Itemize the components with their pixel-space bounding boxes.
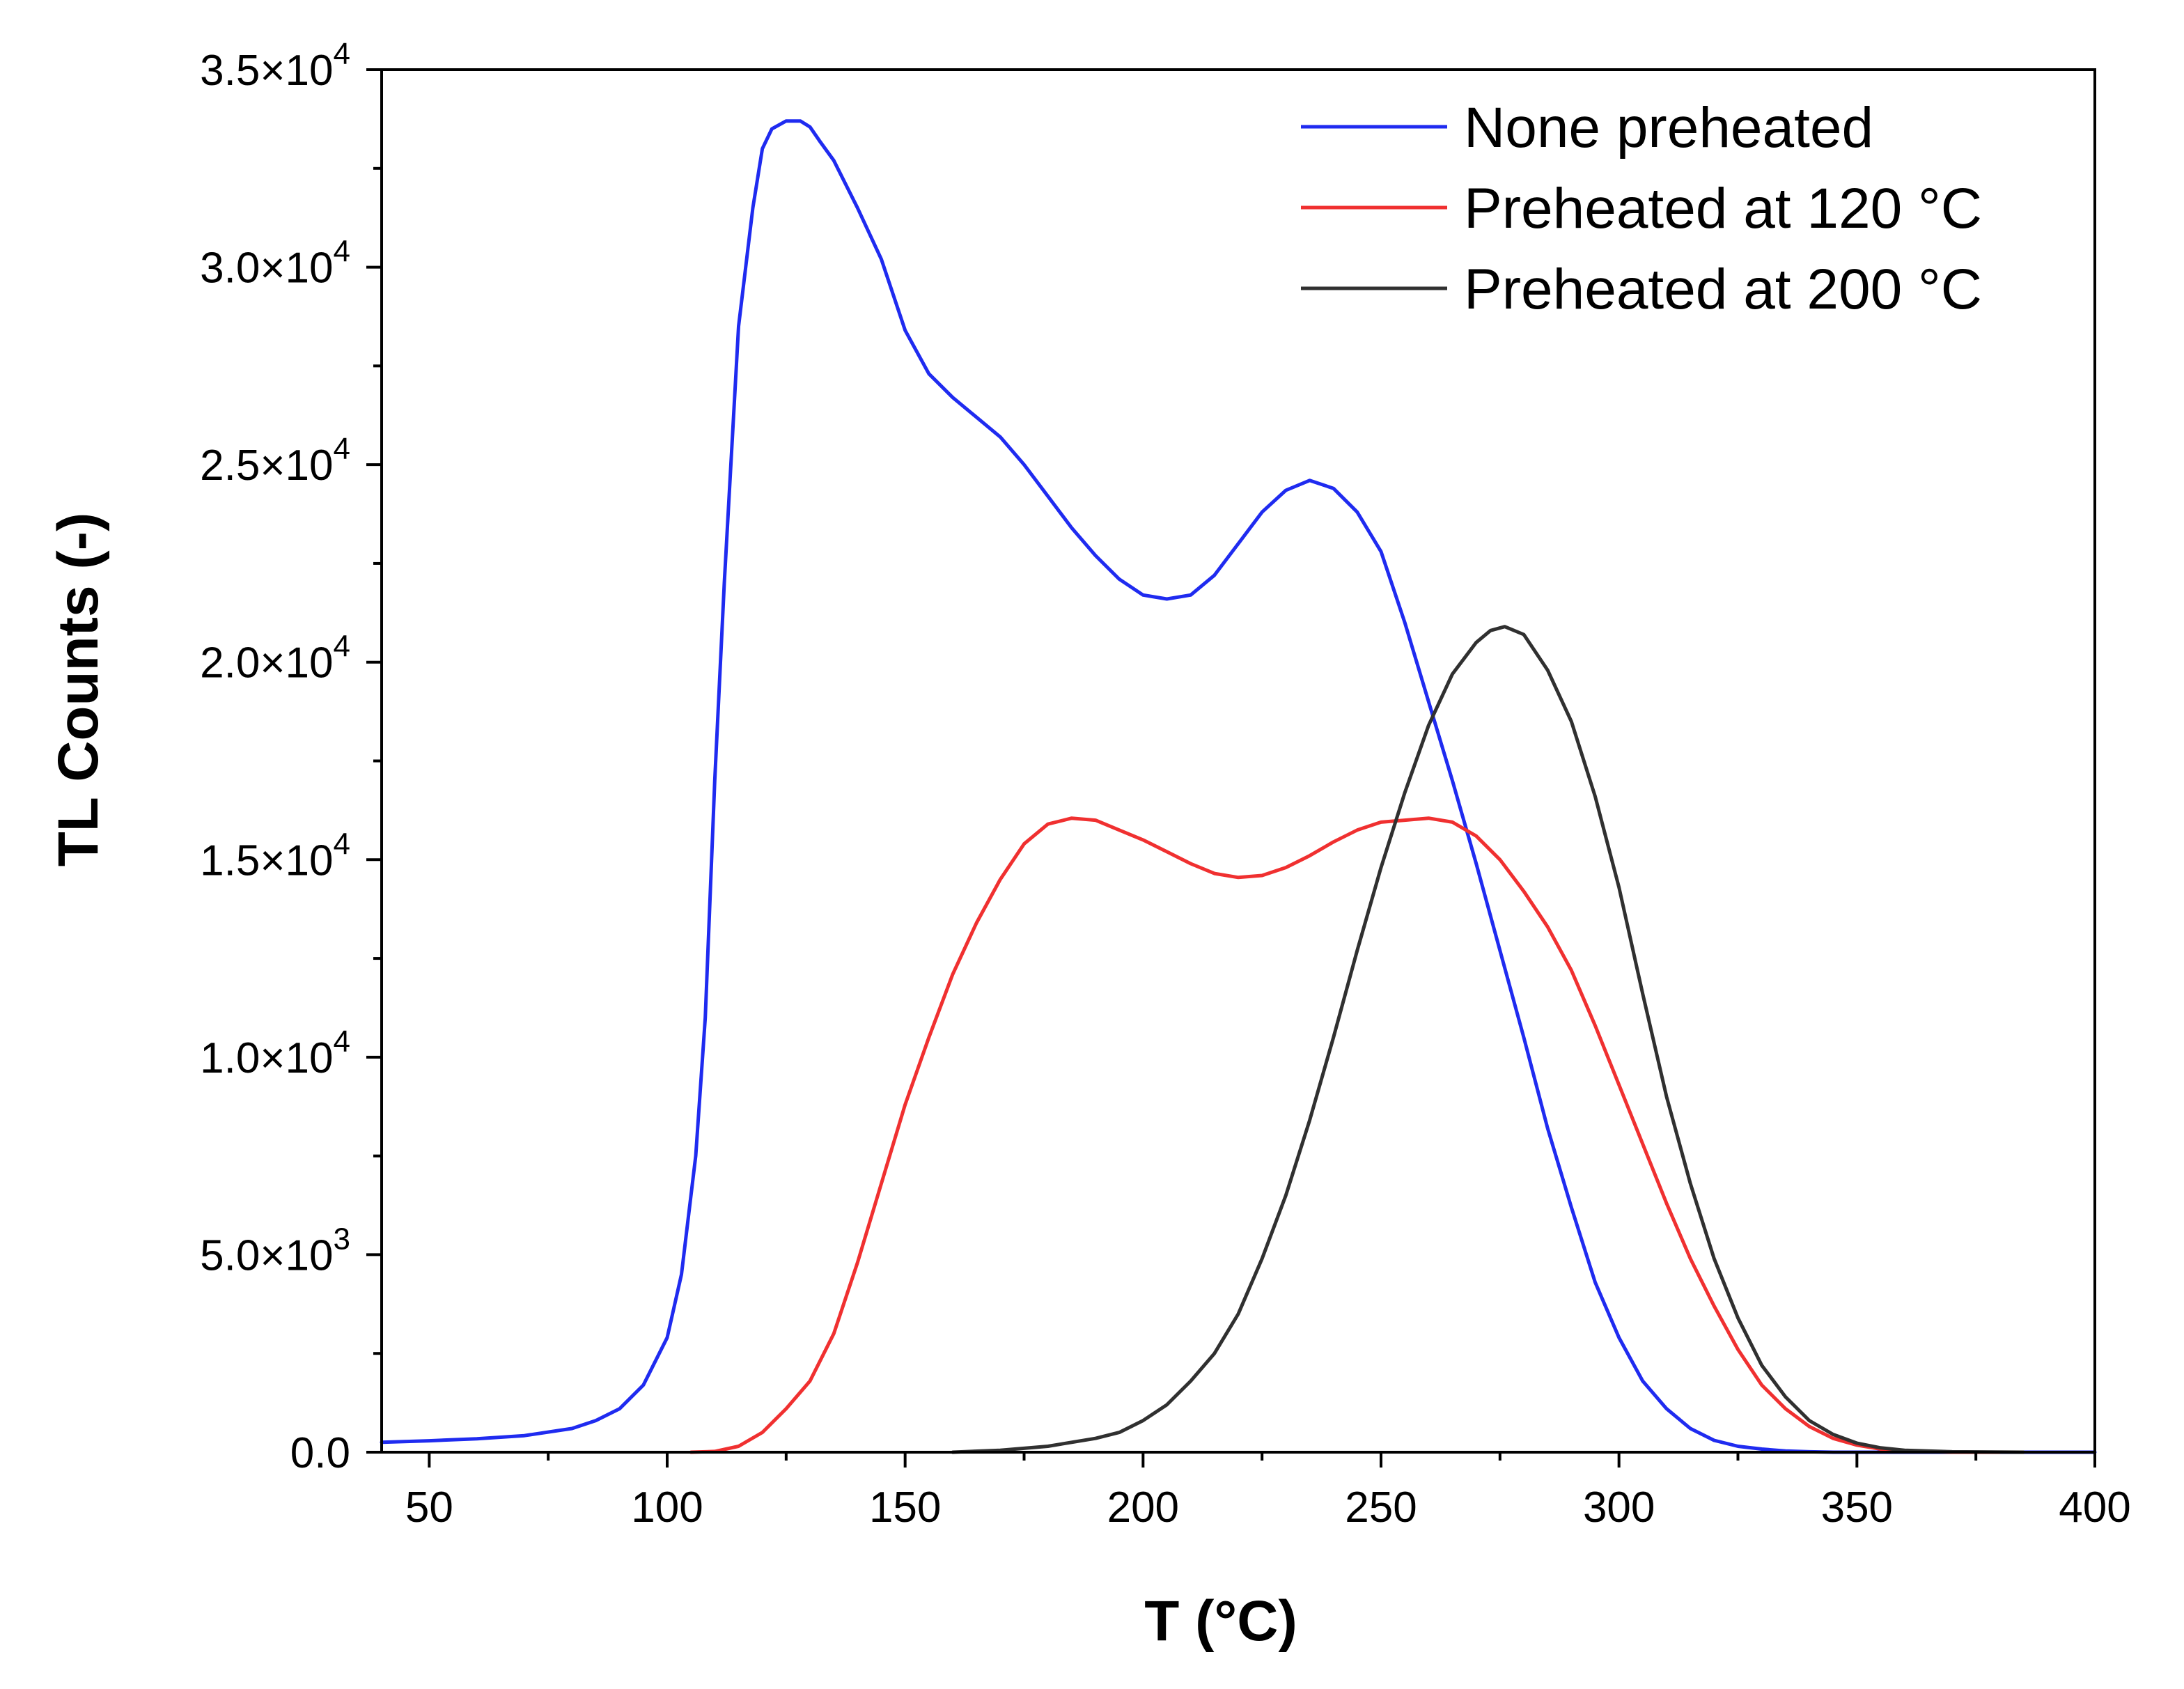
series-line-3: [951, 625, 2025, 1454]
legend: None preheated Preheated at 120 °C Preheat…: [1301, 96, 1982, 321]
series-layer: [380, 119, 2097, 1454]
ticks-layer: 50 100 150 200 250 300 350 400 0.0 5.0×103 1.0×104…: [200, 37, 2131, 1532]
y-tick-label: 2.5×104: [200, 432, 350, 490]
y-tick-label: 1.0×104: [200, 1025, 350, 1082]
x-axis-title: T (°C): [1144, 1589, 1297, 1653]
y-tick-label: 3.5×104: [200, 37, 350, 95]
x-tick-label: 150: [869, 1484, 941, 1532]
y-tick-label: 0.0: [290, 1429, 350, 1477]
y-tick-label: 1.5×104: [200, 827, 350, 885]
x-tick-label: 300: [1583, 1484, 1655, 1532]
series-line-2: [689, 816, 2002, 1454]
x-tick-label: 250: [1345, 1484, 1417, 1532]
series-line-1: [380, 119, 2097, 1454]
y-tick-label: 2.0×104: [200, 630, 350, 687]
x-tick-label: 350: [1821, 1484, 1893, 1532]
x-tick-label: 400: [2059, 1484, 2130, 1532]
y-tick-label: 5.0×103: [200, 1222, 350, 1279]
y-axis-title: TL Counts (-): [47, 513, 110, 867]
y-tick-label: 3.0×104: [200, 235, 350, 293]
legend-label-3: Preheated at 200 °C: [1464, 258, 1982, 321]
legend-label-2: Preheated at 120 °C: [1464, 177, 1982, 240]
x-tick-label: 100: [631, 1484, 703, 1532]
legend-label-1: None preheated: [1464, 96, 1873, 159]
x-tick-label: 200: [1107, 1484, 1179, 1532]
x-tick-label: 50: [405, 1484, 453, 1532]
